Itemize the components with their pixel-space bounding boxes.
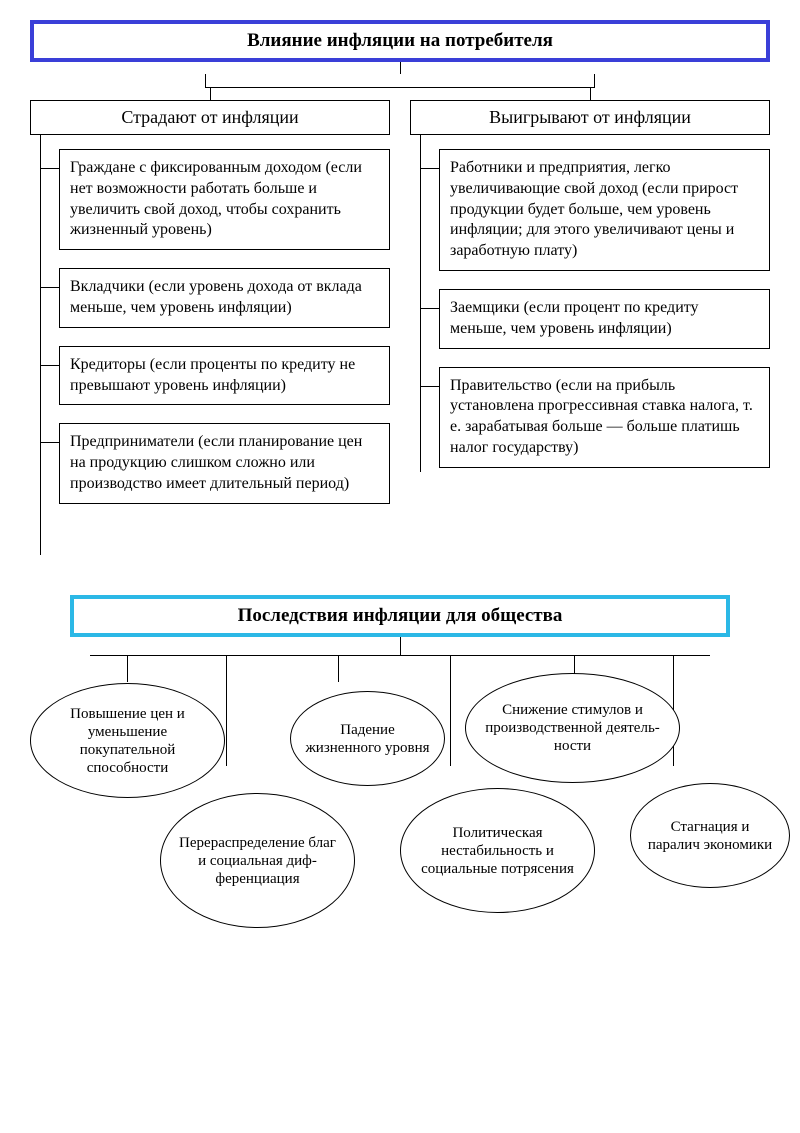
consequence-ellipse: Стагнация и паралич экономики bbox=[630, 783, 790, 888]
connector-stub bbox=[210, 88, 211, 100]
column-title-winners: Выигрывают от инфляции bbox=[410, 100, 770, 135]
item-box: Кредиторы (если проценты по кредиту не п… bbox=[59, 346, 390, 406]
consequence-ellipse: Повышение цен и уменьше­ние покупательно… bbox=[30, 683, 225, 798]
item-box: Вкладчики (если уровень дохода от вклада… bbox=[59, 268, 390, 328]
ellipse-area: Повышение цен и уменьше­ние покупательно… bbox=[30, 673, 770, 963]
item-box: Граждане с фиксированным доходом (если н… bbox=[59, 149, 390, 250]
rake-connector bbox=[90, 655, 710, 673]
column-winners: Выигрывают от инфляции Работники и предп… bbox=[410, 88, 770, 555]
connector-horizontal bbox=[205, 74, 595, 88]
item-box: Правительство (если на при­быль установл… bbox=[439, 367, 770, 468]
column-losers: Страдают от инфляции Граждане с фиксиров… bbox=[30, 88, 390, 555]
diagram2: Последствия инфляции для общества Повыше… bbox=[20, 595, 780, 963]
diagram1-columns: Страдают от инфляции Граждане с фиксиров… bbox=[30, 88, 770, 555]
consequence-ellipse: Снижение стимулов и произ­водственной де… bbox=[465, 673, 680, 783]
bracket-losers: Граждане с фиксированным доходом (если н… bbox=[40, 135, 390, 555]
column-title-losers: Страдают от инфляции bbox=[30, 100, 390, 135]
consequence-ellipse: Пере­распре­деление благ и социальная ди… bbox=[160, 793, 355, 928]
diagram1-title: Влияние инфляции на потребителя bbox=[30, 20, 770, 62]
item-box: Работники и предприятия, легко увеличива… bbox=[439, 149, 770, 271]
item-box: Заемщики (если процент по кредиту меньше… bbox=[439, 289, 770, 349]
consequence-ellipse: Падение жизненного уровня bbox=[290, 691, 445, 786]
consequence-ellipse: Политическая нестабильность и социальные… bbox=[400, 788, 595, 913]
bracket-winners: Работники и предприятия, легко увеличива… bbox=[420, 135, 770, 472]
connector-stub bbox=[590, 88, 591, 100]
item-box: Предприниматели (если пла­нирование цен … bbox=[59, 423, 390, 503]
connector-stub bbox=[400, 62, 401, 74]
diagram2-title: Последствия инфляции для общества bbox=[70, 595, 730, 637]
